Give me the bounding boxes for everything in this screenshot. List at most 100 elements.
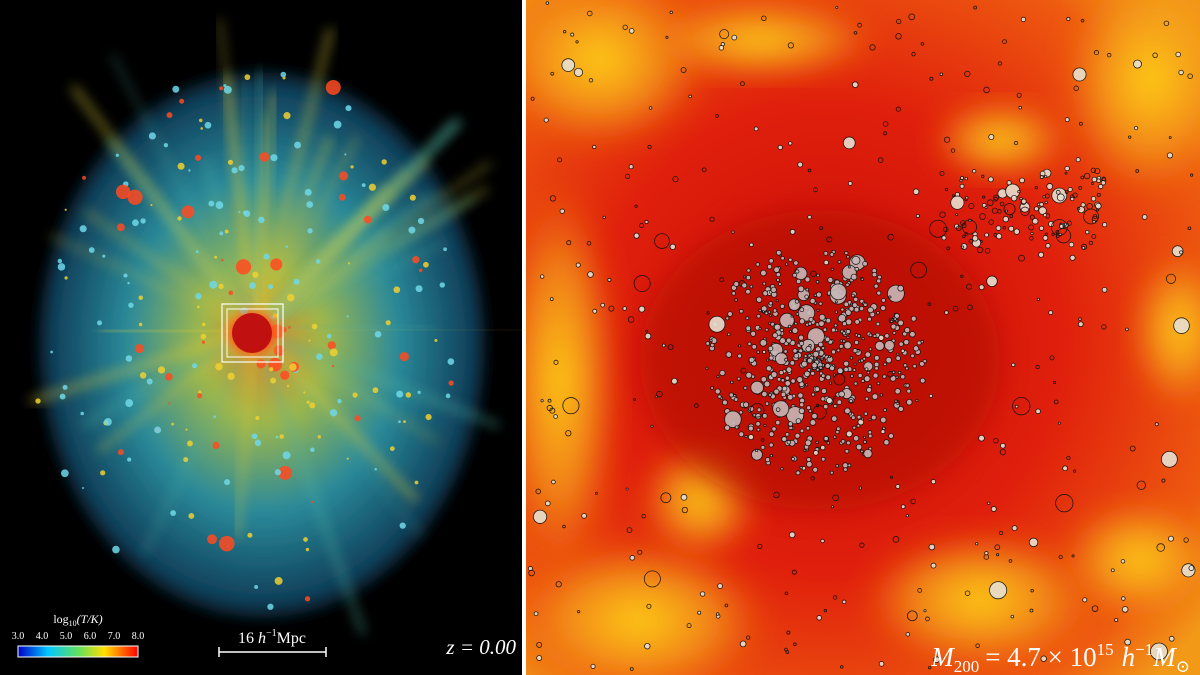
subhalo bbox=[765, 365, 772, 372]
subhalo bbox=[820, 444, 826, 451]
subhalo bbox=[622, 24, 628, 30]
subhalo bbox=[1056, 193, 1065, 202]
subhalo bbox=[967, 304, 973, 311]
subhalo bbox=[955, 225, 962, 232]
subhalo bbox=[960, 176, 965, 180]
subhalo bbox=[671, 377, 678, 385]
halo bbox=[198, 390, 202, 394]
gas-patch bbox=[640, 0, 880, 80]
gas-patch bbox=[526, 540, 770, 675]
subhalo bbox=[528, 569, 535, 577]
subhalo bbox=[557, 157, 563, 163]
subhalo bbox=[710, 386, 715, 390]
halo bbox=[280, 370, 290, 380]
subhalo bbox=[972, 169, 977, 174]
subhalo bbox=[831, 327, 836, 333]
subhalo bbox=[734, 298, 738, 302]
halo bbox=[282, 451, 291, 460]
subhalo bbox=[923, 609, 927, 613]
subhalo bbox=[975, 643, 980, 649]
subhalo bbox=[1187, 226, 1192, 231]
subhalo bbox=[1039, 170, 1046, 177]
subhalo bbox=[844, 250, 849, 256]
subhalo bbox=[822, 327, 828, 332]
subhalo bbox=[1034, 186, 1039, 190]
subhalo bbox=[669, 243, 676, 250]
subhalo bbox=[890, 323, 897, 330]
halo bbox=[140, 218, 146, 224]
halo bbox=[148, 132, 156, 140]
subhalo bbox=[836, 348, 841, 353]
subhalo bbox=[860, 449, 864, 454]
halo bbox=[177, 216, 182, 221]
halo bbox=[238, 164, 245, 172]
subhalo bbox=[842, 339, 846, 343]
zoom-box bbox=[221, 303, 284, 363]
subhalo bbox=[733, 394, 737, 398]
subhalo bbox=[1166, 152, 1174, 159]
halo bbox=[270, 377, 277, 384]
subhalo bbox=[543, 117, 549, 123]
subhalo bbox=[859, 542, 865, 548]
subhalo bbox=[767, 345, 774, 352]
subhalo bbox=[905, 632, 911, 637]
subhalo bbox=[844, 309, 852, 316]
subhalo bbox=[928, 543, 936, 551]
subhalo bbox=[806, 460, 813, 468]
subhalo bbox=[845, 440, 851, 446]
halo bbox=[220, 258, 224, 262]
halo bbox=[280, 71, 287, 78]
halo bbox=[88, 247, 95, 253]
subhalo bbox=[846, 255, 850, 259]
halo bbox=[326, 333, 332, 339]
subhalo bbox=[1090, 167, 1097, 174]
subhalo bbox=[549, 195, 557, 202]
label-part: h bbox=[1122, 642, 1136, 672]
filament bbox=[253, 157, 430, 332]
subhalo bbox=[555, 581, 562, 588]
subhalo bbox=[1165, 273, 1177, 284]
subhalo bbox=[856, 333, 861, 338]
subhalo bbox=[1032, 217, 1039, 225]
halo bbox=[127, 189, 143, 205]
subhalo bbox=[773, 266, 780, 273]
subhalo bbox=[813, 187, 818, 193]
subhalo bbox=[867, 306, 874, 314]
subhalo bbox=[856, 423, 861, 428]
subhalo bbox=[784, 591, 789, 596]
subhalo bbox=[1085, 229, 1090, 235]
subhalo bbox=[929, 219, 947, 238]
subhalo bbox=[1014, 404, 1019, 409]
subhalo bbox=[772, 308, 778, 313]
subhalo bbox=[1030, 589, 1034, 593]
subhalo bbox=[1083, 208, 1099, 225]
subhalo bbox=[812, 405, 827, 420]
halo bbox=[227, 159, 234, 165]
subhalo bbox=[773, 323, 781, 331]
halo bbox=[219, 86, 224, 91]
subhalo bbox=[900, 348, 905, 353]
subhalo bbox=[701, 167, 707, 173]
halo bbox=[315, 259, 321, 264]
halo bbox=[305, 547, 310, 552]
subhalo bbox=[883, 408, 887, 413]
halo bbox=[445, 393, 451, 399]
subhalo bbox=[873, 361, 880, 368]
label-part: 10 bbox=[69, 619, 77, 628]
subhalo bbox=[810, 370, 816, 376]
subhalo bbox=[785, 366, 793, 373]
subhalo bbox=[863, 449, 873, 459]
subhalo bbox=[1049, 355, 1055, 361]
subhalo bbox=[1110, 568, 1115, 573]
halo bbox=[283, 112, 291, 120]
subhalo bbox=[816, 615, 822, 621]
halo bbox=[417, 390, 421, 395]
halo bbox=[117, 449, 124, 456]
subhalo bbox=[1017, 190, 1021, 194]
subhalo bbox=[1064, 171, 1068, 175]
halo bbox=[306, 400, 310, 404]
subhalo bbox=[851, 293, 855, 298]
halo bbox=[35, 398, 41, 404]
subhalo bbox=[882, 374, 887, 379]
subhalo bbox=[1038, 206, 1047, 215]
